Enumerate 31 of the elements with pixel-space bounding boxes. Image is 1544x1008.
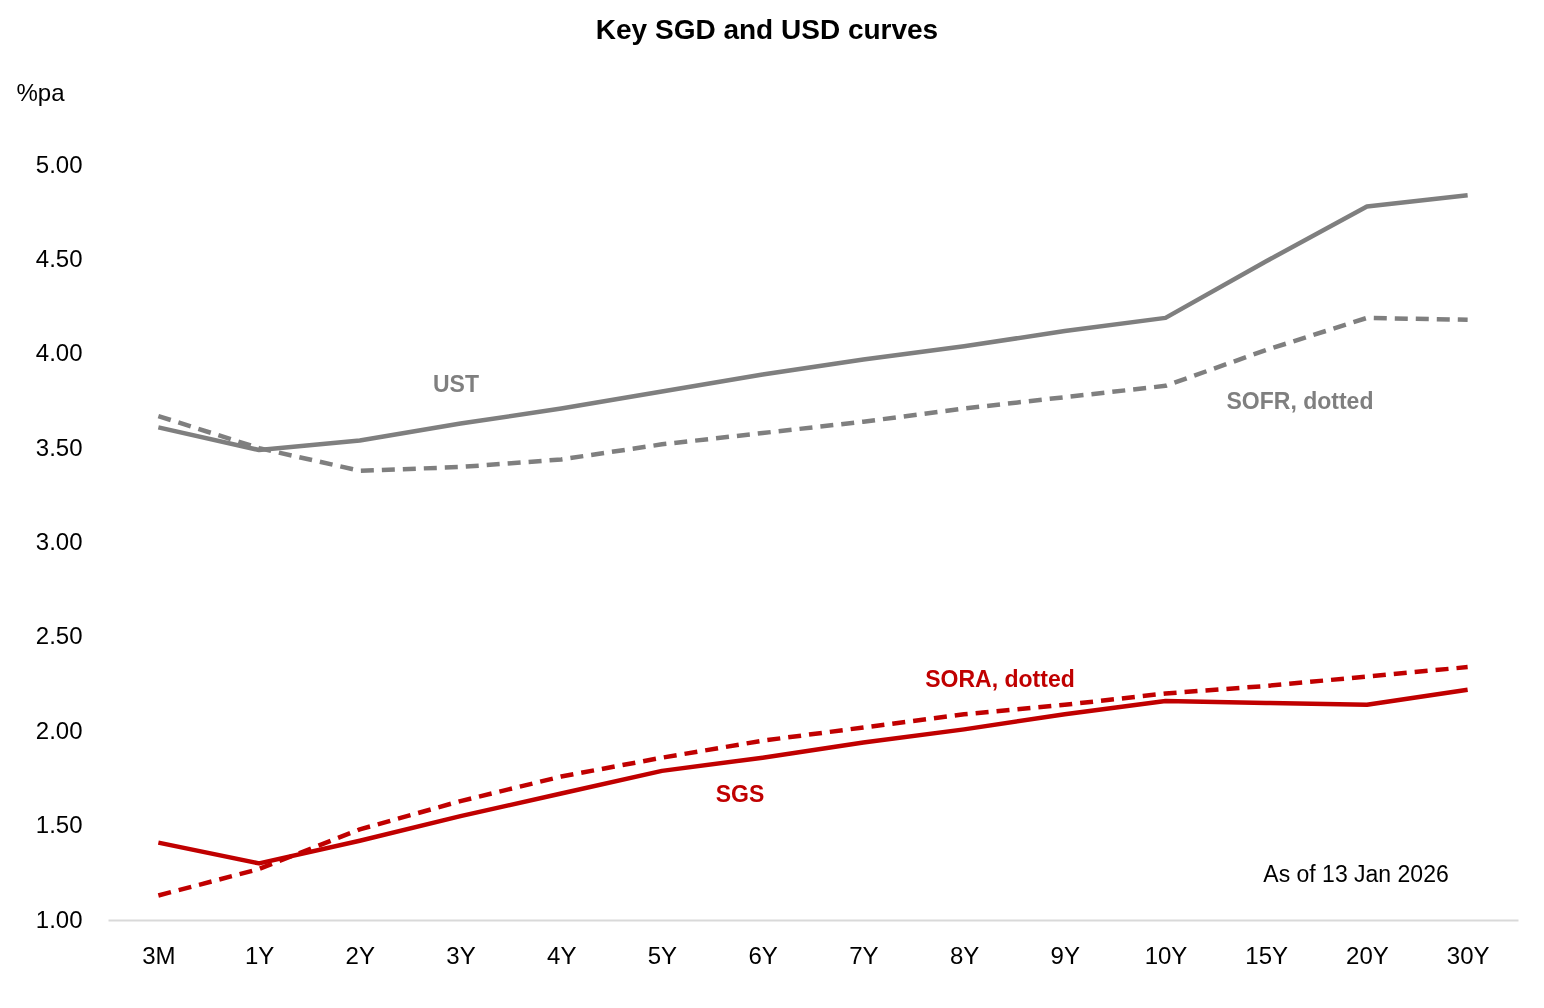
series-label: SORA, dotted xyxy=(925,666,1075,692)
x-tick-label: 20Y xyxy=(1346,941,1389,969)
x-tick-label: 1Y xyxy=(244,941,275,969)
line-series xyxy=(156,664,1470,898)
series-label: SGS xyxy=(715,781,765,807)
x-tick-label: 30Y xyxy=(1446,941,1490,969)
x-tick-label: 2Y xyxy=(345,941,375,969)
y-tick-label: 4.00 xyxy=(35,339,83,367)
series-label: UST xyxy=(433,371,479,397)
y-tick-label: 2.50 xyxy=(35,622,83,650)
x-tick-label: 15Y xyxy=(1245,941,1289,969)
x-tick-label: 8Y xyxy=(949,941,980,969)
x-tick-label: 9Y xyxy=(1050,941,1080,969)
series-label: SOFR, dotted xyxy=(1226,388,1374,414)
x-tick-label: 10Y xyxy=(1144,941,1188,969)
chart-title: Key SGD and USD curves xyxy=(595,14,939,45)
x-tick-label: 7Y xyxy=(849,941,879,969)
x-tick-label: 5Y xyxy=(647,941,678,969)
y-tick-label: 4.50 xyxy=(35,244,83,272)
x-tick-label: 4Y xyxy=(547,941,577,969)
y-tick-label: 3.00 xyxy=(35,528,83,555)
x-tick-label: 3Y xyxy=(446,941,476,969)
y-tick-label: 1.00 xyxy=(35,905,83,933)
x-tick-label: 3M xyxy=(142,941,176,969)
x-tick-label: 6Y xyxy=(748,941,778,969)
y-tick-label: 5.00 xyxy=(35,150,83,178)
y-axis-title: %pa xyxy=(16,78,66,106)
annotation: As of 13 Jan 2026 xyxy=(1263,861,1449,887)
y-tick-label: 1.50 xyxy=(35,811,83,839)
y-tick-label: 3.50 xyxy=(35,433,83,461)
y-tick-label: 2.00 xyxy=(35,716,83,744)
